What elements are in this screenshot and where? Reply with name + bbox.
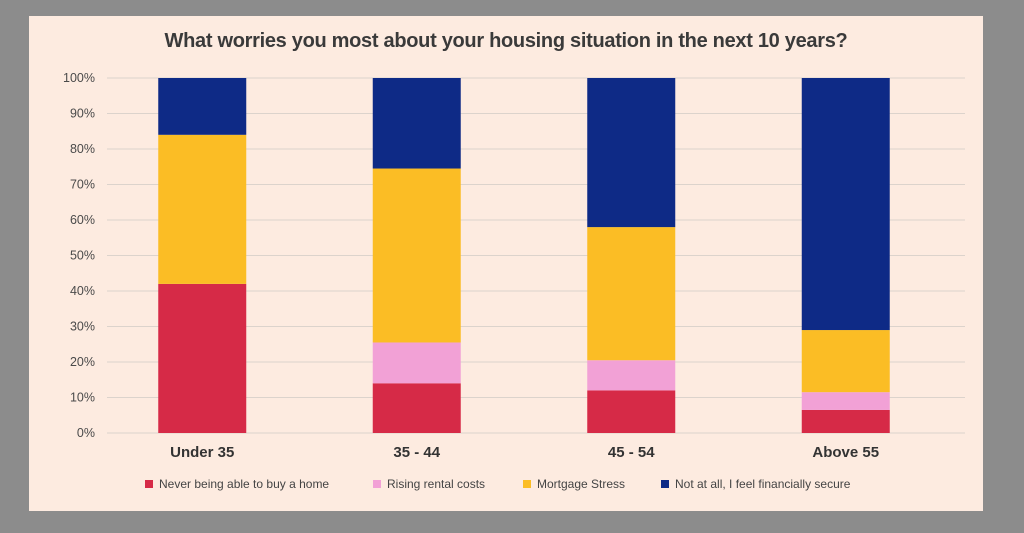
chart-title: What worries you most about your housing… (164, 30, 848, 52)
y-tick-label: 70% (70, 178, 95, 192)
legend-item: Mortgage Stress (523, 477, 625, 491)
bar-segment (158, 78, 247, 135)
stacked-bar-chart: 0% 10% 20% 30% 40% 50% 60% 70% 80% 90% 100% Under 3… (63, 71, 965, 461)
y-tick-label: 60% (70, 213, 95, 227)
legend-label: Mortgage Stress (537, 477, 626, 491)
bar-segment (372, 168, 461, 343)
bar-segment (801, 409, 890, 433)
x-category-label: 35 - 44 (393, 444, 440, 461)
y-tick-label: 80% (70, 142, 95, 156)
legend-item: Rising rental costs (373, 477, 485, 491)
legend-swatch (523, 480, 531, 488)
x-category-label: Under 35 (170, 444, 234, 461)
bar-segment (587, 78, 676, 228)
legend-label: Rising rental costs (387, 477, 486, 491)
y-tick-label: 90% (70, 107, 95, 121)
legend-item: Not at all, I feel financially secure (661, 477, 850, 491)
bar-segment (587, 360, 676, 391)
bar-segment (372, 78, 461, 169)
y-tick-label: 0% (77, 426, 95, 440)
legend-swatch (373, 480, 381, 488)
y-tick-label: 50% (70, 249, 95, 263)
bar-segment (372, 383, 461, 433)
x-category-label: Above 55 (812, 444, 879, 461)
legend-label: Never being able to buy a home (159, 477, 330, 491)
legend-label: Not at all, I feel financially secure (675, 477, 851, 491)
x-category-label: 45 - 54 (608, 444, 655, 461)
y-tick-label: 10% (70, 391, 95, 405)
bar-segment (372, 342, 461, 384)
y-tick-label: 30% (70, 320, 95, 334)
y-tick-label: 100% (63, 71, 95, 85)
legend: Never being able to buy a home Rising ren… (29, 477, 983, 497)
chart-panel: What worries you most about your housing… (29, 16, 983, 511)
bar-segment (587, 227, 676, 361)
y-tick-label: 40% (70, 284, 95, 298)
bar-segment (801, 78, 890, 331)
bar-segment (801, 330, 890, 393)
bar-segment (587, 390, 676, 433)
bar-segment (158, 283, 247, 433)
legend-item: Never being able to buy a home (145, 477, 329, 491)
legend-swatch (145, 480, 153, 488)
bar-segment (158, 134, 247, 284)
bar-segment (801, 392, 890, 410)
legend-swatch (661, 480, 669, 488)
y-tick-label: 20% (70, 355, 95, 369)
